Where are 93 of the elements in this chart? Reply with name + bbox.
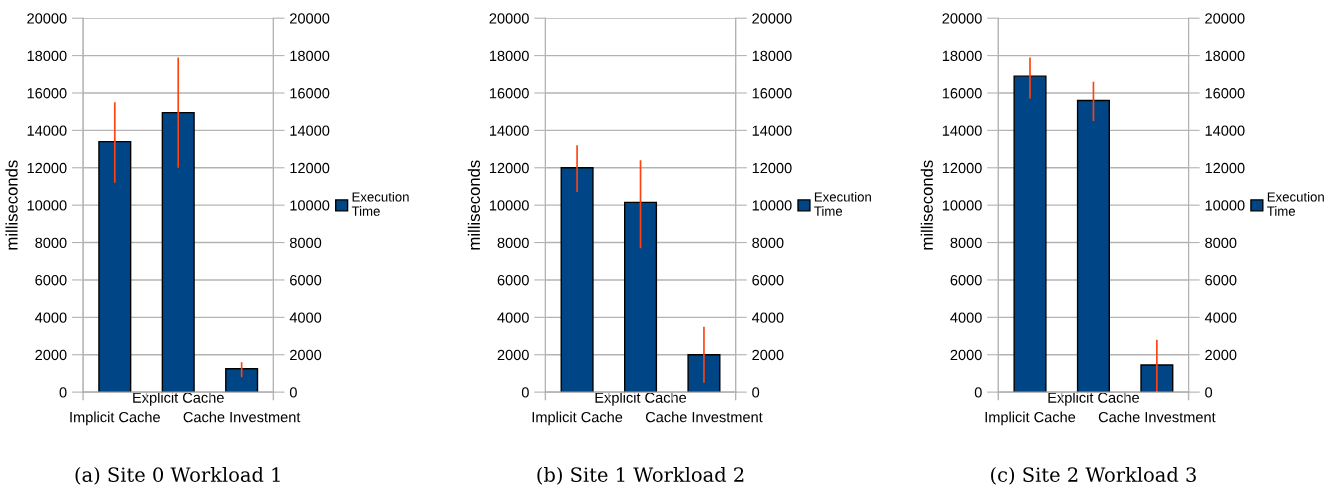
text: (b) Site 1 Workload 2 <box>537 466 744 485</box>
y2-tick-label: 2000 <box>290 349 322 361</box>
y-tick-label: 2000 <box>497 349 529 361</box>
y2-tick-label: 2000 <box>1205 349 1237 361</box>
legend-label: Execution Time <box>814 191 871 216</box>
y-tick-label: 0 <box>59 387 67 398</box>
y2-tick-label: 18000 <box>290 50 330 62</box>
y-tick-label: 4000 <box>950 312 982 323</box>
y2-tick-label: 20000 <box>752 13 792 24</box>
bar <box>1013 75 1047 393</box>
y-tick-label: 16000 <box>942 88 982 99</box>
x-tick-label: Implicit Cache <box>70 411 160 426</box>
text: (a) Site 0 Workload 1 <box>75 466 280 485</box>
y-tick-label: 4000 <box>497 312 529 323</box>
y2-tick-label: 18000 <box>752 50 792 62</box>
y2-tick-label: 6000 <box>290 275 322 286</box>
y2-tick-label: 4000 <box>1204 312 1237 323</box>
y2-tick-label: 16000 <box>752 88 792 99</box>
bar <box>560 167 594 393</box>
y-tick-label: 2000 <box>35 349 67 361</box>
bar <box>98 140 132 393</box>
y-tick-label: 12000 <box>27 162 67 174</box>
y2-tick-label: 18000 <box>1205 50 1245 62</box>
x-tick-label: Cache Investment <box>183 411 301 423</box>
y2-tick-label: 14000 <box>1205 125 1245 136</box>
y-tick-label: 10000 <box>489 200 529 211</box>
y-tick-label: 14000 <box>489 125 529 136</box>
x-tick-label: Cache Investment <box>1098 411 1216 423</box>
y2-tick-label: 20000 <box>290 13 330 24</box>
y2-tick-label: 12000 <box>1205 162 1245 174</box>
y-tick-label: 0 <box>521 387 529 398</box>
legend-label: Execution Time <box>351 191 409 216</box>
y2-tick-label: 2000 <box>752 349 784 361</box>
y2-tick-label: 16000 <box>290 88 330 99</box>
y2-tick-label: 20000 <box>1205 13 1245 24</box>
y-tick-label: 20000 <box>942 13 982 24</box>
y-axis-title: milliseconds <box>5 160 18 250</box>
y2-tick-label: 0 <box>289 387 297 398</box>
y-tick-label: 18000 <box>942 50 982 62</box>
x-tick-label: Cache Investment <box>645 411 763 423</box>
y-tick-label: 2000 <box>950 349 982 361</box>
y2-tick-label: 10000 <box>752 200 792 211</box>
y-tick-label: 4000 <box>35 312 67 323</box>
y-tick-label: 6000 <box>35 275 67 286</box>
y-tick-label: 8000 <box>497 237 529 248</box>
y-tick-label: 16000 <box>489 88 529 99</box>
y-tick-label: 12000 <box>942 162 982 174</box>
x-tick-label: Explicit Cache <box>133 392 224 406</box>
y-axis-title: milliseconds <box>920 160 933 250</box>
y2-tick-label: 6000 <box>752 275 784 286</box>
y2-tick-label: 10000 <box>290 200 330 211</box>
y-tick-label: 6000 <box>950 275 982 286</box>
bar <box>1140 364 1174 393</box>
y2-tick-label: 10000 <box>1205 200 1245 211</box>
y-axis-title: milliseconds <box>467 160 481 250</box>
y2-tick-label: 8000 <box>289 237 322 248</box>
y-tick-label: 18000 <box>489 50 529 62</box>
y2-tick-label: 0 <box>1205 387 1213 398</box>
bar <box>1076 99 1110 393</box>
bar <box>161 111 195 393</box>
y2-tick-label: 12000 <box>290 162 330 174</box>
x-tick-label: Explicit Cache <box>595 392 687 406</box>
y-tick-label: 18000 <box>27 50 67 62</box>
y-tick-label: 14000 <box>27 125 67 136</box>
y2-tick-label: 12000 <box>752 162 792 174</box>
y-tick-label: 16000 <box>27 88 67 99</box>
y2-tick-label: 14000 <box>290 125 330 136</box>
y2-tick-label: 8000 <box>1205 237 1237 248</box>
x-tick-label: Explicit Cache <box>1048 392 1139 406</box>
bar <box>225 368 259 393</box>
y-tick-label: 12000 <box>489 162 529 174</box>
y-tick-label: 20000 <box>27 13 67 24</box>
x-tick-label: Implicit Cache <box>532 411 623 426</box>
y-tick-label: 8000 <box>35 237 67 248</box>
legend-label: Execution Time <box>1267 191 1324 216</box>
text: (c) Site 2 Workload 3 <box>991 466 1196 485</box>
y2-tick-label: 4000 <box>751 312 784 323</box>
y-tick-label: 20000 <box>489 13 529 24</box>
x-tick-label: Implicit Cache <box>985 411 1076 426</box>
y-tick-label: 0 <box>974 387 982 398</box>
bar <box>687 354 721 393</box>
y2-tick-label: 16000 <box>1205 88 1245 99</box>
y-tick-label: 10000 <box>942 200 982 211</box>
y2-tick-label: 14000 <box>752 125 792 136</box>
y2-tick-label: 8000 <box>752 237 784 248</box>
y-tick-label: 6000 <box>497 275 529 286</box>
y-tick-label: 8000 <box>950 237 982 248</box>
y-tick-label: 10000 <box>27 200 67 211</box>
y2-tick-label: 6000 <box>1205 275 1237 286</box>
y2-tick-label: 4000 <box>289 312 322 323</box>
y-tick-label: 14000 <box>942 125 982 136</box>
y2-tick-label: 0 <box>752 387 760 398</box>
bar <box>623 201 658 393</box>
